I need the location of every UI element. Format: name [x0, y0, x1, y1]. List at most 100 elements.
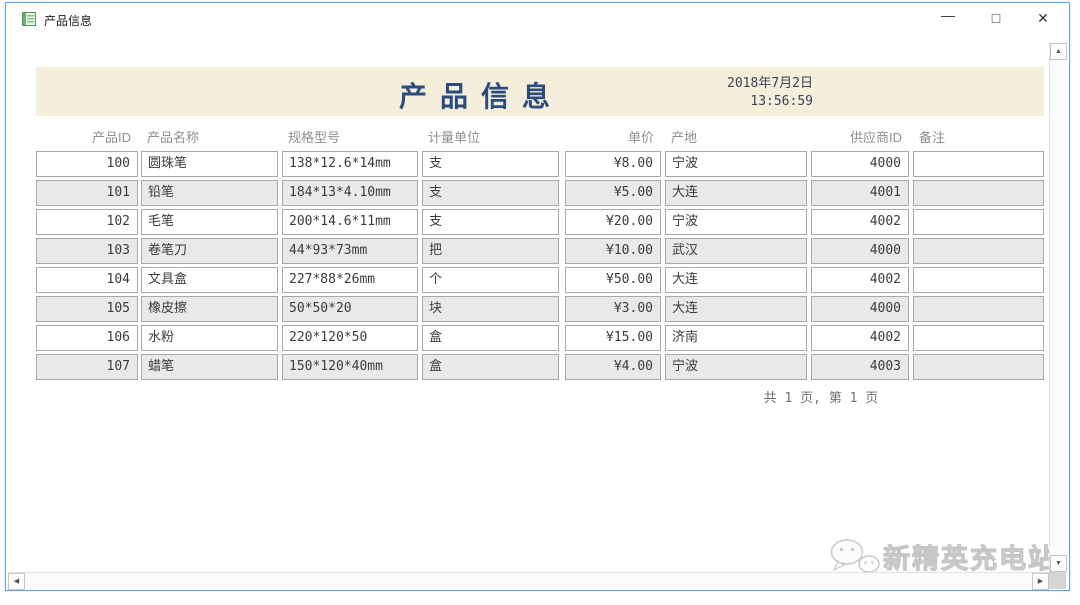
cell-origin: 大连 [665, 296, 807, 322]
cell-spec: 150*120*40mm [282, 354, 418, 380]
report-icon [22, 12, 36, 26]
vertical-scrollbar[interactable]: ▲ ▼ [1049, 43, 1067, 572]
report-date: 2018年7月2日 [727, 76, 813, 91]
horizontal-scrollbar[interactable]: ◀ ▶ [8, 572, 1049, 590]
minimize-button[interactable]: — [941, 7, 955, 23]
cell-origin: 宁波 [665, 354, 807, 380]
cell-product-name: 铅笔 [141, 180, 278, 206]
cell-spec: 220*120*50 [282, 325, 418, 351]
cell-supplier-id: 4001 [811, 180, 909, 206]
cell-product-id: 107 [36, 354, 138, 380]
column-header-supplier-id: 供应商ID [849, 130, 902, 145]
cell-supplier-id: 4002 [811, 325, 909, 351]
cell-unit: 支 [422, 151, 559, 177]
cell-product-id: 104 [36, 267, 138, 293]
cell-product-name: 文具盒 [141, 267, 278, 293]
cell-product-id: 102 [36, 209, 138, 235]
cell-note [913, 325, 1044, 351]
cell-price: ¥3.00 [565, 296, 661, 322]
table-row: 105 橡皮擦 50*50*20 块 ¥3.00 大连 4000 [6, 296, 1051, 322]
cell-note [913, 209, 1044, 235]
column-header-product-id: 产品ID [91, 130, 131, 145]
cell-supplier-id: 4002 [811, 209, 909, 235]
cell-unit: 盒 [422, 325, 559, 351]
table-row: 101 铅笔 184*13*4.10mm 支 ¥5.00 大连 4001 [6, 180, 1051, 206]
wechat-logo-icon [830, 539, 880, 575]
cell-supplier-id: 4000 [811, 296, 909, 322]
cell-note [913, 151, 1044, 177]
cell-unit: 个 [422, 267, 559, 293]
cell-unit: 盒 [422, 354, 559, 380]
column-header-price: 单价 [627, 130, 654, 145]
scrollbar-corner [1049, 572, 1066, 589]
report-title: 产品信息 [398, 82, 563, 113]
column-header-note: 备注 [919, 130, 946, 145]
cell-unit: 支 [422, 209, 559, 235]
cell-note [913, 180, 1044, 206]
cell-product-name: 毛笔 [141, 209, 278, 235]
cell-supplier-id: 4000 [811, 151, 909, 177]
cell-origin: 宁波 [665, 209, 807, 235]
cell-product-name: 卷笔刀 [141, 238, 278, 264]
cell-spec: 50*50*20 [282, 296, 418, 322]
cell-product-name: 圆珠笔 [141, 151, 278, 177]
cell-spec: 184*13*4.10mm [282, 180, 418, 206]
column-header-spec: 规格型号 [288, 130, 341, 145]
cell-spec: 227*88*26mm [282, 267, 418, 293]
cell-supplier-id: 4000 [811, 238, 909, 264]
cell-note [913, 267, 1044, 293]
cell-note [913, 238, 1044, 264]
column-header-unit: 计量单位 [428, 130, 481, 145]
cell-product-id: 105 [36, 296, 138, 322]
cell-supplier-id: 4003 [811, 354, 909, 380]
cell-price: ¥50.00 [565, 267, 661, 293]
column-header-product-name: 产品名称 [147, 130, 200, 145]
cell-note [913, 296, 1044, 322]
cell-origin: 武汉 [665, 238, 807, 264]
cell-product-name: 水粉 [141, 325, 278, 351]
report-window: 产品信息 — □ ✕ 产品信息 2018年7月2日 13:56:59 产品ID … [5, 2, 1070, 591]
cell-product-name: 橡皮擦 [141, 296, 278, 322]
cell-product-id: 100 [36, 151, 138, 177]
cell-spec: 44*93*73mm [282, 238, 418, 264]
cell-note [913, 354, 1044, 380]
cell-spec: 138*12.6*14mm [282, 151, 418, 177]
report-time: 13:56:59 [750, 94, 813, 109]
cell-product-id: 103 [36, 238, 138, 264]
cell-product-id: 106 [36, 325, 138, 351]
page-info: 共 1 页, 第 1 页 [763, 391, 879, 406]
column-header-origin: 产地 [671, 130, 698, 145]
cell-unit: 块 [422, 296, 559, 322]
table-row: 106 水粉 220*120*50 盒 ¥15.00 济南 4002 [6, 325, 1051, 351]
cell-price: ¥8.00 [565, 151, 661, 177]
cell-product-id: 101 [36, 180, 138, 206]
scroll-left-icon[interactable]: ◀ [8, 573, 25, 590]
cell-spec: 200*14.6*11mm [282, 209, 418, 235]
cell-price: ¥4.00 [565, 354, 661, 380]
report-header-band [36, 67, 1044, 116]
cell-origin: 大连 [665, 180, 807, 206]
watermark-text: 新精英充电站 [883, 544, 1057, 575]
maximize-button[interactable]: □ [991, 10, 1001, 26]
cell-price: ¥5.00 [565, 180, 661, 206]
cell-product-name: 蜡笔 [141, 354, 278, 380]
window-title: 产品信息 [44, 14, 93, 28]
table-row: 102 毛笔 200*14.6*11mm 支 ¥20.00 宁波 4002 [6, 209, 1051, 235]
window-titlebar[interactable]: 产品信息 — □ ✕ [6, 3, 1069, 35]
table-row: 100 圆珠笔 138*12.6*14mm 支 ¥8.00 宁波 4000 [6, 151, 1051, 177]
cell-supplier-id: 4002 [811, 267, 909, 293]
cell-origin: 大连 [665, 267, 807, 293]
table-row: 107 蜡笔 150*120*40mm 盒 ¥4.00 宁波 4003 [6, 354, 1051, 380]
table-row: 103 卷笔刀 44*93*73mm 把 ¥10.00 武汉 4000 [6, 238, 1051, 264]
cell-origin: 宁波 [665, 151, 807, 177]
table-row: 104 文具盒 227*88*26mm 个 ¥50.00 大连 4002 [6, 267, 1051, 293]
cell-unit: 把 [422, 238, 559, 264]
scroll-up-icon[interactable]: ▲ [1050, 43, 1067, 60]
cell-price: ¥20.00 [565, 209, 661, 235]
scroll-down-icon[interactable]: ▼ [1050, 555, 1067, 572]
scroll-right-icon[interactable]: ▶ [1032, 573, 1049, 590]
close-button[interactable]: ✕ [1037, 10, 1049, 26]
cell-unit: 支 [422, 180, 559, 206]
cell-price: ¥10.00 [565, 238, 661, 264]
